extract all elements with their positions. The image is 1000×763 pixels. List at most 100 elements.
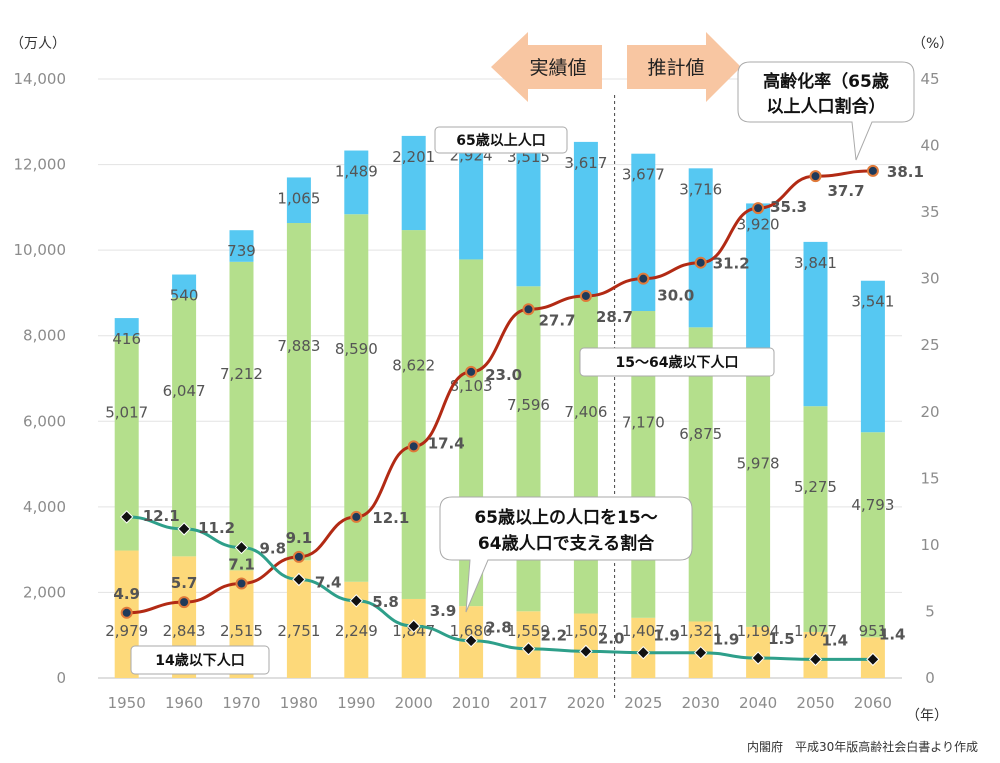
aging-rate-label: 4.9 bbox=[113, 585, 140, 603]
support-ratio-marker bbox=[693, 646, 708, 660]
aging-rate-label: 37.7 bbox=[828, 182, 865, 200]
aging-rate-marker bbox=[350, 510, 363, 523]
aging-rate-marker bbox=[292, 550, 305, 563]
aging-rate-marker bbox=[579, 289, 592, 302]
working-series-box: 15～64歳以下人口 bbox=[579, 347, 775, 377]
support-ratio-marker bbox=[177, 522, 191, 536]
bar-label-65plus: 416 bbox=[112, 330, 141, 348]
aging-callout-line2: 以上人口割合） bbox=[767, 96, 886, 117]
bar-segment-15to64 bbox=[172, 297, 197, 557]
support-ratio-marker bbox=[349, 594, 364, 608]
aging-rate-marker bbox=[407, 440, 420, 453]
x-tick-label: 1960 bbox=[165, 694, 203, 712]
bar-label-under15: 1,077 bbox=[794, 622, 837, 640]
bar-segment-65plus bbox=[803, 241, 828, 407]
support-ratio-marker bbox=[406, 619, 421, 633]
support-ratio-label: 5.8 bbox=[372, 593, 399, 611]
y-left-tick-label: 6,000 bbox=[23, 412, 66, 430]
support-ratio-marker bbox=[866, 652, 880, 667]
bar-label-15to64: 5,275 bbox=[794, 478, 837, 496]
bar-label-15to64: 7,596 bbox=[507, 396, 550, 414]
x-tick-label: 2040 bbox=[739, 694, 777, 712]
actual-label: 実績値 bbox=[529, 57, 586, 79]
bar-segment-65plus bbox=[688, 168, 713, 328]
x-tick-label: 1950 bbox=[108, 694, 146, 712]
bar-label-65plus: 3,920 bbox=[737, 215, 780, 233]
x-tick-label: 2030 bbox=[682, 694, 720, 712]
ratio-value-labels: 4.9 5.7 7.1 9.1 12.1 17.4 23.0 27.7 28.7 30.0 31.2… bbox=[113, 163, 924, 650]
y-left-tick-label: 10,000 bbox=[14, 241, 67, 259]
aging-rate-label: 27.7 bbox=[539, 311, 576, 329]
support-ratio-label: 2.0 bbox=[598, 629, 625, 647]
child-series-label: 14歳以下人口 bbox=[155, 652, 244, 669]
support-ratio-marker bbox=[464, 634, 478, 648]
y-right-axis: 0 5 10 15 20 25 30 35 40 45 bbox=[920, 70, 939, 687]
aging-rate-line bbox=[126, 169, 873, 615]
support-ratio-marker bbox=[119, 510, 134, 524]
bar-label-under15: 2,979 bbox=[105, 622, 148, 640]
y-left-tick-label: 8,000 bbox=[23, 327, 66, 345]
bar-label-65plus: 3,541 bbox=[851, 293, 894, 311]
aging-rate-label: 12.1 bbox=[372, 509, 409, 527]
support-callout: 65歳以上の人口を15～ 64歳人口で支える割合 bbox=[439, 496, 693, 613]
aging-rate-marker bbox=[694, 256, 707, 269]
aging-rate-label: 28.7 bbox=[596, 308, 633, 326]
aging-rate-marker bbox=[120, 606, 133, 619]
bar-label-15to64: 5,017 bbox=[105, 403, 148, 421]
bar-label-15to64: 6,047 bbox=[163, 382, 206, 400]
aging-rate-marker bbox=[866, 164, 879, 177]
bar-segment-15to64 bbox=[803, 406, 828, 632]
support-ratio-label: 3.9 bbox=[430, 602, 457, 620]
support-ratio-label: 7.4 bbox=[315, 573, 342, 591]
elderly-series-label: 65歳以上人口 bbox=[456, 132, 545, 149]
aging-rate-label: 9.1 bbox=[286, 529, 313, 547]
bar-segment-65plus bbox=[114, 318, 139, 336]
bar-label-15to64: 8,103 bbox=[450, 377, 493, 395]
bar-label-15to64: 8,590 bbox=[335, 340, 378, 358]
bar-label-under15: 2,843 bbox=[163, 622, 206, 640]
x-tick-label: 2025 bbox=[624, 694, 662, 712]
aging-rate-marker bbox=[235, 577, 248, 590]
bar-segment-65plus bbox=[860, 280, 885, 433]
bar-label-under15: 1,507 bbox=[564, 622, 607, 640]
support-ratio-marker bbox=[234, 540, 249, 555]
bar-segment-65plus bbox=[746, 203, 771, 372]
y-right-tick-label: 40 bbox=[920, 137, 939, 155]
x-tick-label: 1980 bbox=[280, 694, 318, 712]
bar-segment-15to64 bbox=[573, 296, 598, 614]
aging-rate-label: 30.0 bbox=[657, 287, 694, 305]
bar-segment-15to64 bbox=[401, 230, 426, 599]
bar-segment-65plus bbox=[344, 150, 369, 215]
support-ratio-label: 1.9 bbox=[713, 631, 740, 649]
bar-label-65plus: 3,841 bbox=[794, 254, 837, 272]
support-ratio-marker bbox=[579, 644, 593, 659]
bar-segment-65plus bbox=[573, 141, 598, 297]
support-ratio-label: 2.8 bbox=[485, 619, 512, 637]
support-ratio-marker bbox=[751, 651, 765, 665]
bar-label-65plus: 2,201 bbox=[392, 148, 435, 166]
bar-label-15to64: 7,212 bbox=[220, 365, 263, 383]
bar-segment-15to64 bbox=[516, 286, 541, 612]
y-right-tick-label: 10 bbox=[920, 536, 939, 554]
y-right-tick-label: 25 bbox=[920, 336, 939, 354]
bar-label-under15: 1,680 bbox=[450, 622, 493, 640]
support-ratio-marker bbox=[636, 646, 651, 660]
x-tick-label: 2010 bbox=[452, 694, 490, 712]
bar-label-65plus: 3,716 bbox=[679, 180, 722, 198]
bar-segment-65plus bbox=[401, 135, 426, 231]
bar-segment-65plus bbox=[172, 274, 197, 298]
x-tick-label: 2060 bbox=[854, 694, 892, 712]
y-right-tick-label: 15 bbox=[920, 469, 939, 487]
x-tick-label: 2017 bbox=[509, 694, 547, 712]
aging-rate-marker bbox=[752, 202, 765, 215]
bar-segment-15to64 bbox=[746, 371, 771, 627]
y-left-axis: 0 2,000 4,000 6,000 8,000 10,000 12,000 14,000 bbox=[14, 70, 67, 687]
bar-label-65plus: 3,677 bbox=[622, 166, 665, 184]
bar-label-15to64: 4,793 bbox=[851, 496, 894, 514]
bar-value-labels: 2,979 5,017 416 2,843 6,047 540 2,515 7,212 739 2… bbox=[105, 146, 894, 640]
bar-label-under15: 1,194 bbox=[737, 622, 780, 640]
bar-segment-65plus bbox=[516, 135, 541, 287]
support-ratio-label: 11.2 bbox=[198, 519, 235, 537]
y-left-tick-label: 14,000 bbox=[14, 70, 67, 88]
